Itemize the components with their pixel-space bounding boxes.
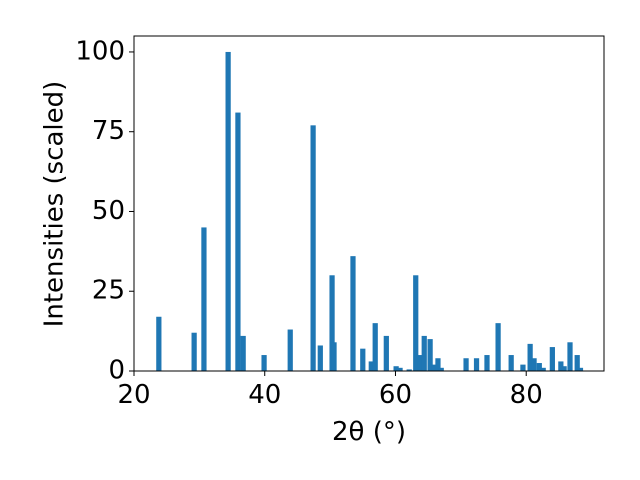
bar: [561, 366, 567, 371]
y-tick-label: 75: [92, 116, 125, 146]
y-tick-label: 0: [108, 356, 125, 386]
bar: [438, 367, 444, 371]
bar: [527, 343, 533, 371]
bar: [427, 339, 433, 371]
bar: [225, 51, 231, 371]
bar: [350, 256, 356, 371]
bar: [235, 112, 241, 372]
bar: [368, 361, 374, 371]
bar: [574, 355, 580, 371]
bar: [508, 355, 514, 371]
bar: [329, 275, 335, 371]
x-axis-label: 2θ (°): [332, 417, 406, 447]
bar: [463, 358, 469, 371]
x-tick-label: 20: [117, 380, 150, 410]
bar: [567, 342, 573, 371]
x-tick-label: 80: [510, 380, 543, 410]
bar: [317, 345, 323, 371]
bar: [287, 329, 293, 371]
bar: [421, 335, 427, 371]
bar: [201, 227, 207, 371]
bar: [397, 367, 403, 371]
bar: [331, 342, 337, 371]
bar: [310, 125, 316, 371]
bar: [261, 355, 267, 371]
bar: [360, 348, 366, 371]
bar: [520, 364, 526, 371]
bar: [495, 323, 501, 371]
bar: [536, 363, 542, 371]
bar: [431, 364, 437, 371]
bar: [383, 335, 389, 371]
y-axis-label: Intensities (scaled): [40, 81, 70, 328]
bar: [558, 361, 564, 371]
bar: [484, 355, 490, 371]
bar: [372, 323, 378, 371]
x-tick-label: 40: [248, 380, 281, 410]
bar: [473, 358, 480, 371]
bar: [531, 358, 537, 371]
bar: [417, 355, 423, 371]
y-tick-label: 25: [92, 276, 125, 306]
plot-frame: [133, 35, 605, 372]
bar: [156, 316, 162, 371]
x-tick-label: 60: [379, 380, 412, 410]
y-tick-label: 100: [75, 36, 125, 66]
y-tick-label: 50: [92, 196, 125, 226]
bar: [240, 335, 246, 371]
bar: [413, 275, 419, 371]
bar: [549, 347, 555, 371]
bar: [406, 369, 412, 371]
bar: [540, 367, 546, 371]
bar: [191, 332, 197, 371]
bar: [577, 367, 584, 371]
bar: [393, 366, 399, 371]
bar: [435, 358, 441, 371]
